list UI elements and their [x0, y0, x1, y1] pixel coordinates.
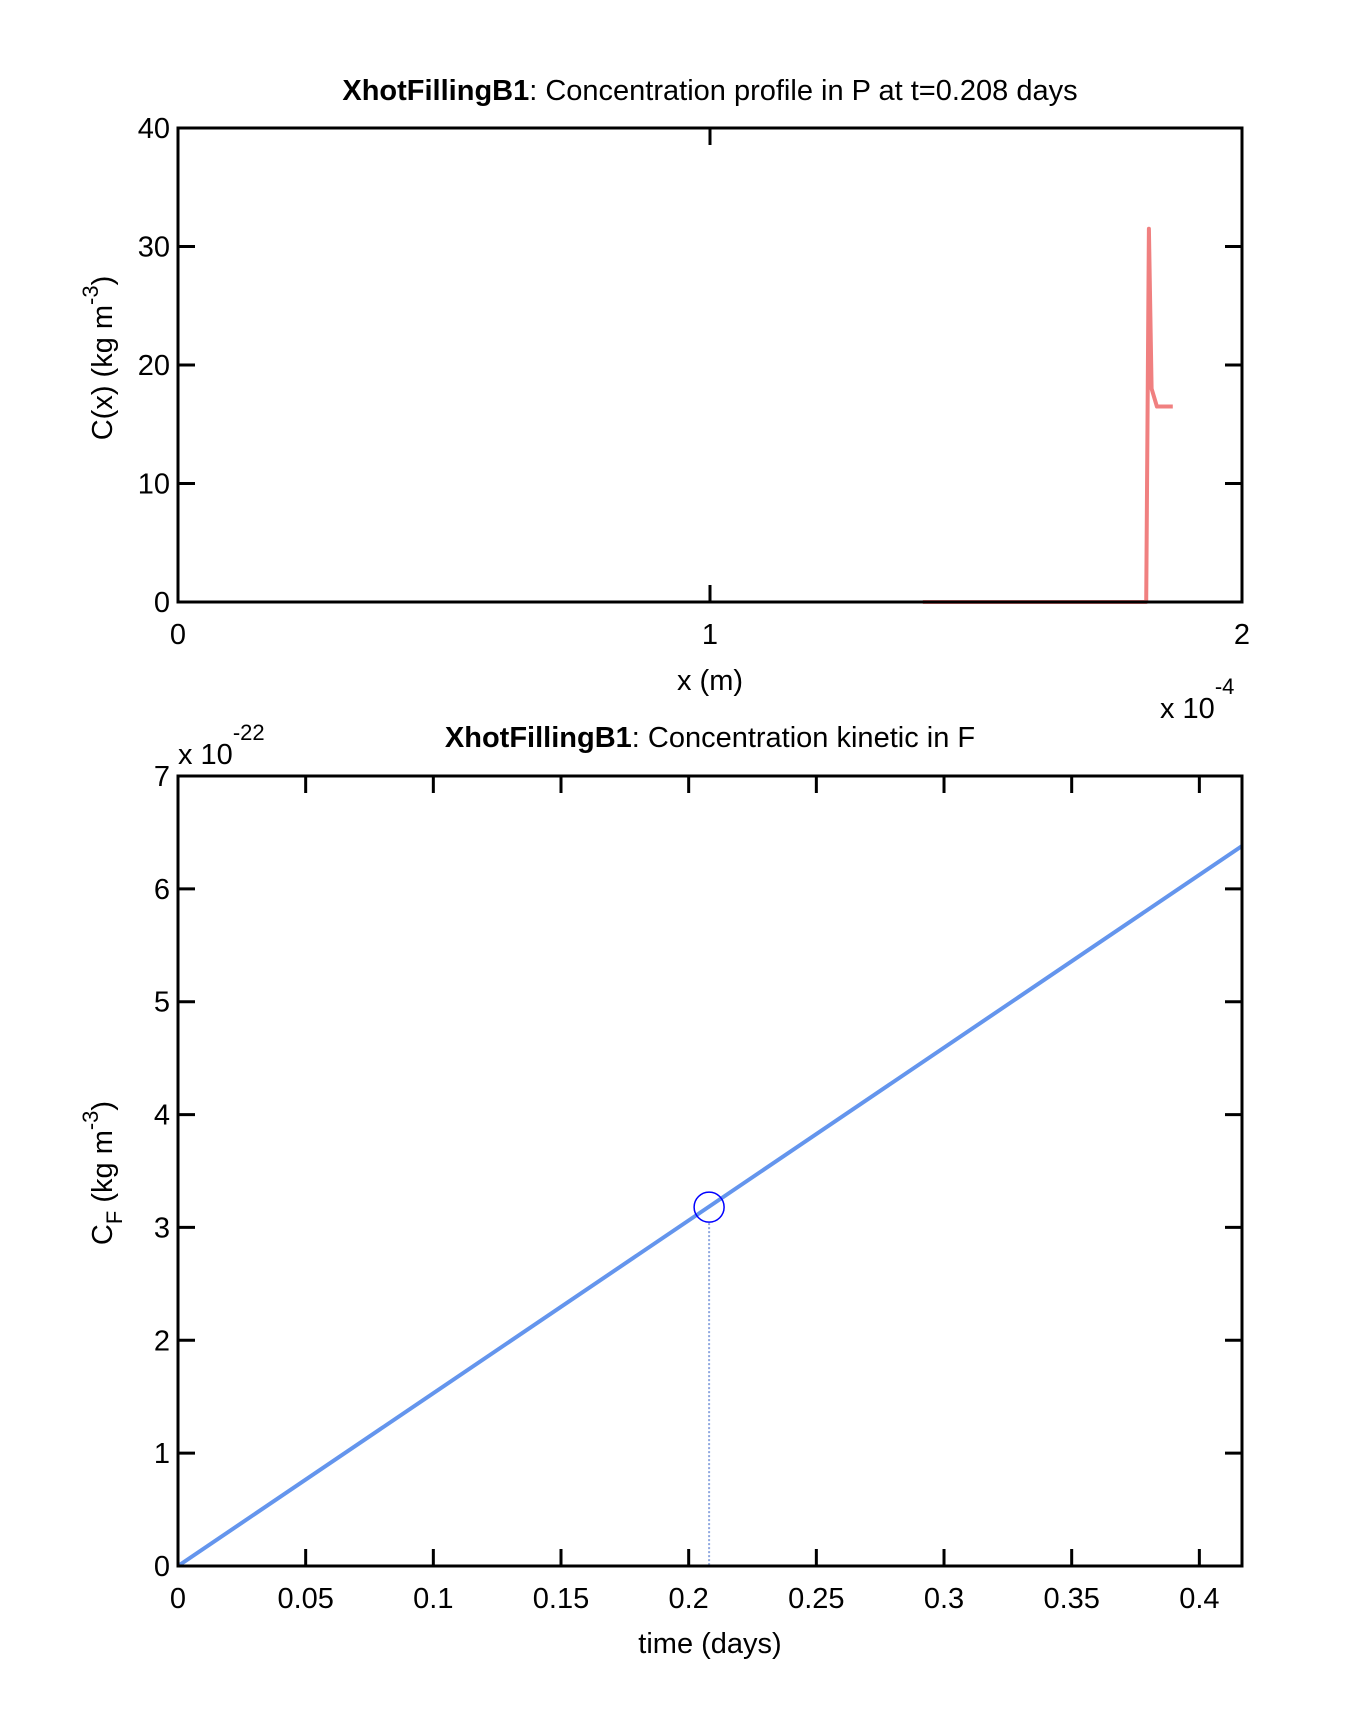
- chart1-y-tick-label: 20: [138, 350, 170, 382]
- chart2-x-tick-label: 0.3: [924, 1583, 964, 1615]
- chart2-y-tick-label: 5: [154, 987, 170, 1019]
- chart2-y-tick-label: 4: [154, 1100, 170, 1132]
- chart2-y-label-sub: F: [102, 1211, 127, 1224]
- chart2-x-tick-label: 0: [170, 1583, 186, 1615]
- chart1-y-tick-label: 0: [154, 587, 170, 619]
- chart1-x-multiplier-exp: -4: [1215, 674, 1235, 699]
- chart2-frame: [176, 774, 1244, 1568]
- chart1-x-multiplier-base: x 10: [1160, 693, 1215, 725]
- chart1-x-tick-label: 2: [1234, 619, 1250, 651]
- chart-concentration-kinetic: XhotFillingB1: Concentration kinetic in …: [78, 720, 1244, 1660]
- chart2-x-tick-label: 0.05: [277, 1583, 333, 1615]
- chart2-y-axis-label: CF (kg m-3): [78, 1101, 127, 1245]
- chart1-y-label-main: C(x) (kg m: [87, 305, 119, 440]
- chart2-y-tick-label: 2: [154, 1325, 170, 1357]
- chart2-title-bold: XhotFillingB1: [445, 722, 632, 754]
- chart2-y-multiplier-base: x 10: [178, 739, 233, 771]
- chart2-y-label-close: ): [87, 1101, 119, 1111]
- chart2-y-tick-label: 3: [154, 1212, 170, 1244]
- chart2-y-tick-label: 0: [154, 1551, 170, 1583]
- chart1-y-label-sup: -3: [78, 285, 103, 305]
- chart2-y-multiplier: x 10-22: [178, 720, 265, 771]
- chart2-x-tick-label: 0.4: [1179, 1583, 1219, 1615]
- chart2-y-label-units: (kg m: [87, 1130, 119, 1211]
- chart2-y-multiplier-exp: -22: [233, 720, 265, 745]
- chart2-plot-area: 0 0.05 0.1 0.15 0.2 0.25 0.3 0.35 0.4 0 1 2 3 4 5 6 7: [154, 761, 1244, 1615]
- chart2-marker: [693, 1191, 725, 1223]
- chart2-y-label-sup: -3: [78, 1111, 103, 1131]
- chart1-title: XhotFillingB1: Concentration profile in …: [342, 75, 1077, 107]
- chart1-y-tick-label: 40: [138, 113, 170, 145]
- chart2-x-tick-label: 0.25: [788, 1583, 844, 1615]
- chart1-x-axis-label: x (m): [677, 665, 743, 697]
- chart1-title-rest: : Concentration profile in P at t=0.208 …: [529, 75, 1077, 107]
- chart2-x-axis-label: time (days): [638, 1628, 781, 1660]
- chart1-x-multiplier: x 10-4: [1160, 674, 1234, 725]
- chart2-y-tick-label: 7: [154, 761, 170, 793]
- chart2-y-tick-label: 1: [154, 1438, 170, 1470]
- chart1-y-tick-label: 30: [138, 232, 170, 264]
- chart2-title-rest: : Concentration kinetic in F: [632, 722, 975, 754]
- chart1-series-line-0: [922, 226, 1173, 604]
- chart1-title-bold: XhotFillingB1: [342, 75, 529, 107]
- chart-concentration-profile: XhotFillingB1: Concentration profile in …: [78, 75, 1250, 725]
- chart1-x-tick-label: 0: [170, 619, 186, 651]
- chart2-x-tick-label: 0.35: [1043, 1583, 1099, 1615]
- chart1-y-tick-label: 10: [138, 469, 170, 501]
- chart1-y-label-close: ): [87, 276, 119, 286]
- chart2-x-tick-label: 0.2: [669, 1583, 709, 1615]
- chart1-x-tick-label: 1: [702, 619, 718, 651]
- chart1-frame: [176, 126, 1244, 604]
- chart2-title: XhotFillingB1: Concentration kinetic in …: [445, 722, 975, 754]
- chart2-y-label-main: C: [87, 1224, 119, 1245]
- chart2-y-tick-label: 6: [154, 874, 170, 906]
- chart2-x-tick-label: 0.15: [533, 1583, 589, 1615]
- chart2-x-tick-label: 0.1: [413, 1583, 453, 1615]
- chart1-y-axis-label: C(x) (kg m-3): [78, 276, 119, 441]
- chart2-series-line-0: [176, 844, 1244, 1568]
